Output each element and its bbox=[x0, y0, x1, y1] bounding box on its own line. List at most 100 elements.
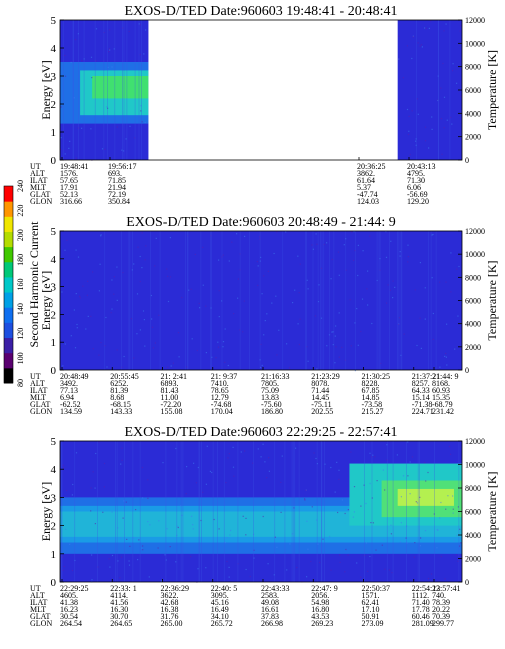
noise-pixel bbox=[407, 441, 409, 443]
noise-pixel bbox=[82, 285, 84, 287]
noise-pixel bbox=[292, 302, 294, 304]
noise-pixel bbox=[117, 560, 119, 562]
noise-pixel bbox=[432, 312, 434, 315]
ephemeris-value: 8.68 bbox=[110, 393, 124, 402]
noise-pixel bbox=[456, 554, 458, 556]
y-tick-label: 5 bbox=[51, 226, 57, 238]
noise-pixel bbox=[266, 313, 268, 315]
time-streak bbox=[324, 441, 325, 582]
ephemeris-value: 20.22 bbox=[432, 605, 450, 614]
spectrogram-panel-2: EXOS-D/TED Date:960603 20:48:49 - 21:44:… bbox=[30, 215, 499, 416]
noise-pixel bbox=[386, 459, 388, 461]
noise-pixel bbox=[369, 555, 371, 558]
noise-pixel bbox=[334, 362, 336, 364]
noise-pixel bbox=[95, 28, 98, 30]
noise-pixel bbox=[306, 576, 308, 578]
noise-pixel bbox=[218, 259, 220, 261]
noise-pixel bbox=[259, 359, 261, 361]
noise-pixel bbox=[452, 70, 454, 72]
ephemeris-value: 8228. bbox=[362, 379, 380, 388]
colorbar-swatch bbox=[4, 292, 13, 308]
noise-pixel bbox=[94, 487, 96, 489]
noise-pixel bbox=[137, 559, 139, 561]
y2-tick-label: 0 bbox=[465, 156, 469, 165]
noise-pixel bbox=[338, 356, 340, 358]
noise-pixel bbox=[262, 443, 264, 445]
y-tick-label: 3 bbox=[51, 282, 57, 294]
noise-pixel bbox=[116, 266, 118, 268]
noise-pixel bbox=[75, 452, 78, 454]
noise-pixel bbox=[306, 279, 308, 281]
noise-pixel bbox=[107, 107, 109, 109]
noise-pixel bbox=[275, 295, 277, 297]
ephemeris-value: 6.06 bbox=[407, 183, 421, 192]
noise-pixel bbox=[451, 123, 453, 125]
ephemeris-value: 350.84 bbox=[108, 197, 130, 206]
colorbar-tick-label: 140 bbox=[16, 303, 25, 315]
time-streak bbox=[83, 20, 85, 160]
ephemeris-value: 22:29:25 bbox=[60, 584, 88, 593]
noise-pixel bbox=[141, 232, 143, 234]
noise-pixel bbox=[215, 357, 217, 359]
noise-pixel bbox=[92, 271, 94, 273]
noise-pixel bbox=[398, 317, 400, 319]
time-streak bbox=[355, 231, 356, 370]
ephemeris-value: 21:16:33 bbox=[261, 372, 289, 381]
noise-pixel bbox=[139, 53, 141, 56]
ephemeris-value: 316.66 bbox=[60, 197, 82, 206]
noise-pixel bbox=[276, 546, 278, 548]
time-streak bbox=[128, 231, 130, 370]
noise-pixel bbox=[139, 280, 141, 283]
colorbar-swatch bbox=[4, 307, 13, 323]
noise-pixel bbox=[400, 354, 402, 356]
ephemeris-value: 265.00 bbox=[161, 619, 183, 628]
y2-tick-label: 10000 bbox=[465, 461, 485, 470]
noise-pixel bbox=[415, 140, 417, 142]
noise-pixel bbox=[200, 519, 202, 522]
noise-pixel bbox=[428, 147, 430, 149]
noise-pixel bbox=[196, 349, 198, 352]
noise-pixel bbox=[452, 508, 454, 510]
noise-pixel bbox=[450, 116, 452, 118]
noise-pixel bbox=[120, 537, 122, 539]
noise-pixel bbox=[391, 572, 393, 574]
time-streak bbox=[401, 231, 403, 370]
noise-pixel bbox=[144, 345, 146, 347]
noise-pixel bbox=[206, 445, 208, 447]
noise-pixel bbox=[414, 542, 416, 544]
noise-pixel bbox=[267, 563, 269, 565]
noise-pixel bbox=[330, 569, 332, 571]
colorbar-frame bbox=[3, 185, 14, 384]
noise-pixel bbox=[439, 281, 441, 283]
time-streak bbox=[97, 441, 98, 582]
noise-pixel bbox=[317, 301, 320, 303]
time-streak bbox=[94, 20, 96, 160]
y-tick-label: 4 bbox=[51, 254, 57, 266]
noise-pixel bbox=[224, 361, 226, 363]
ephemeris-value: 60.93 bbox=[432, 386, 450, 395]
noise-pixel bbox=[190, 555, 192, 558]
noise-pixel bbox=[297, 323, 299, 325]
noise-pixel bbox=[87, 315, 89, 317]
noise-pixel bbox=[331, 331, 333, 333]
noise-pixel bbox=[452, 512, 454, 514]
colorbar-swatch bbox=[4, 231, 13, 248]
ephemeris-value: 202.55 bbox=[311, 407, 333, 416]
ephemeris-value: 75.09 bbox=[261, 386, 279, 395]
time-streak bbox=[123, 20, 125, 160]
noise-pixel bbox=[371, 322, 373, 325]
noise-pixel bbox=[326, 345, 328, 347]
time-streak bbox=[114, 20, 116, 160]
ephemeris-value: 3622. bbox=[161, 591, 179, 600]
time-streak bbox=[397, 231, 398, 370]
noise-pixel bbox=[320, 317, 323, 319]
noise-pixel bbox=[328, 334, 331, 336]
ephemeris-value: 21.94 bbox=[108, 183, 126, 192]
noise-pixel bbox=[416, 502, 419, 504]
y-tick-label: 2 bbox=[51, 521, 57, 533]
ephemeris-value: -72.20 bbox=[161, 400, 182, 409]
noise-pixel bbox=[407, 133, 410, 136]
noise-pixel bbox=[148, 576, 150, 578]
noise-pixel bbox=[217, 346, 219, 348]
noise-pixel bbox=[444, 578, 446, 580]
